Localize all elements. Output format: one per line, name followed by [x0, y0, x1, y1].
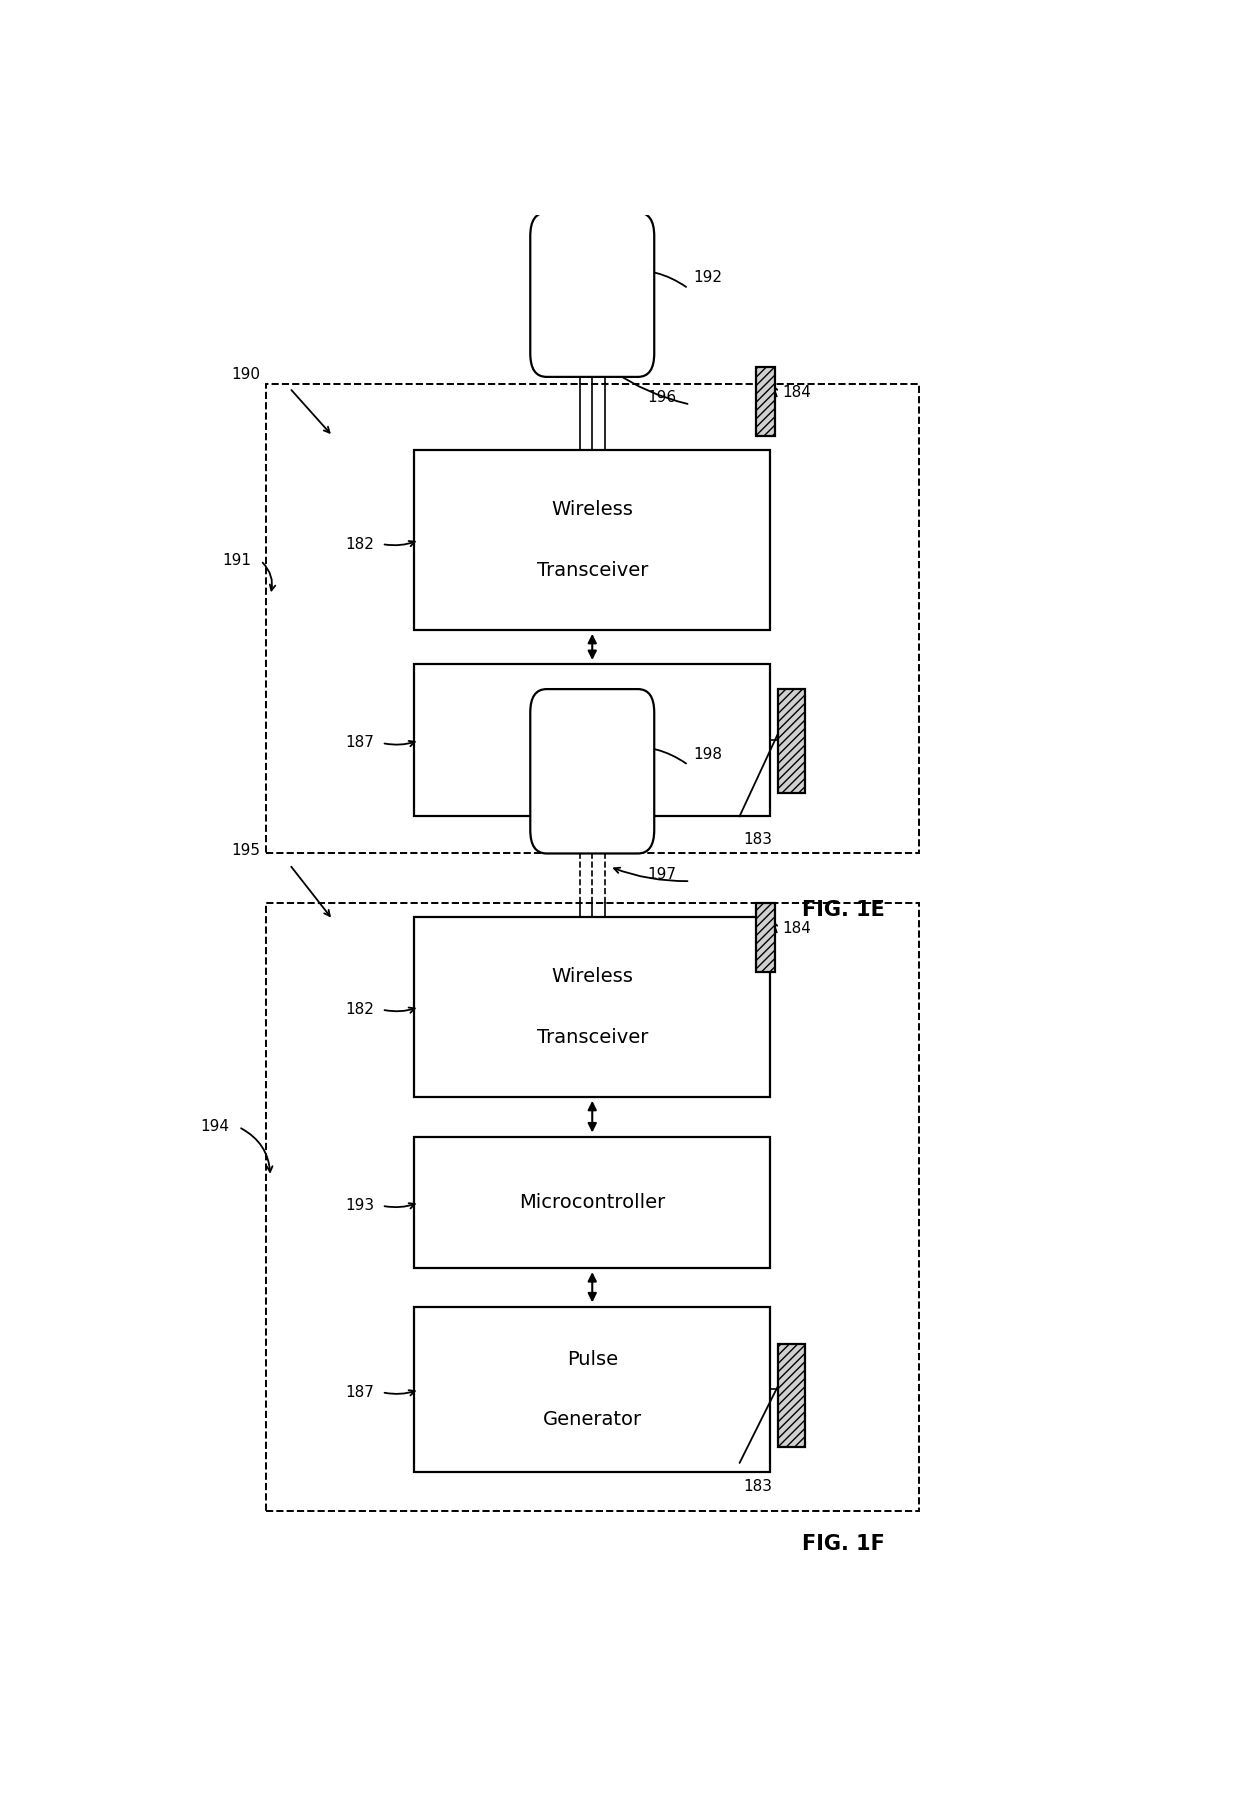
Text: Generator: Generator — [543, 761, 642, 780]
Bar — [777, 1344, 805, 1448]
Text: Transceiver: Transceiver — [537, 1028, 649, 1046]
Text: FIG. 1E: FIG. 1E — [802, 901, 885, 920]
Text: 198: 198 — [693, 746, 722, 761]
Text: 191: 191 — [222, 553, 252, 569]
Bar — [414, 664, 770, 816]
Text: FIG. 1F: FIG. 1F — [802, 1534, 885, 1554]
Text: Microcontroller: Microcontroller — [520, 1193, 666, 1211]
Bar — [414, 1137, 770, 1268]
Text: 183: 183 — [743, 832, 773, 847]
Text: 187: 187 — [345, 1385, 374, 1399]
Text: 194: 194 — [200, 1119, 229, 1134]
Bar — [414, 917, 770, 1096]
Text: 197: 197 — [647, 867, 676, 881]
Text: 184: 184 — [782, 384, 811, 400]
Text: 192: 192 — [693, 269, 722, 285]
Text: Generator: Generator — [543, 1410, 642, 1430]
FancyBboxPatch shape — [531, 212, 655, 377]
FancyBboxPatch shape — [531, 689, 655, 854]
Bar — [755, 902, 775, 972]
Text: Wireless: Wireless — [552, 501, 634, 518]
Text: 196: 196 — [647, 389, 676, 405]
Bar — [414, 1306, 770, 1473]
Text: 184: 184 — [782, 920, 811, 936]
Bar — [755, 368, 775, 436]
Text: 190: 190 — [232, 366, 260, 382]
Text: 193: 193 — [345, 1198, 374, 1213]
Text: 182: 182 — [345, 536, 374, 551]
Bar — [414, 450, 770, 630]
Text: Wireless: Wireless — [552, 967, 634, 987]
Text: 195: 195 — [232, 843, 260, 858]
Text: Pulse: Pulse — [567, 700, 618, 719]
Text: Pulse: Pulse — [567, 1349, 618, 1369]
Bar — [777, 689, 805, 793]
Bar — [265, 384, 919, 854]
Bar — [265, 902, 919, 1511]
Text: 182: 182 — [345, 1003, 374, 1017]
Text: Transceiver: Transceiver — [537, 562, 649, 579]
Text: 187: 187 — [345, 736, 374, 750]
Text: 183: 183 — [743, 1478, 773, 1494]
